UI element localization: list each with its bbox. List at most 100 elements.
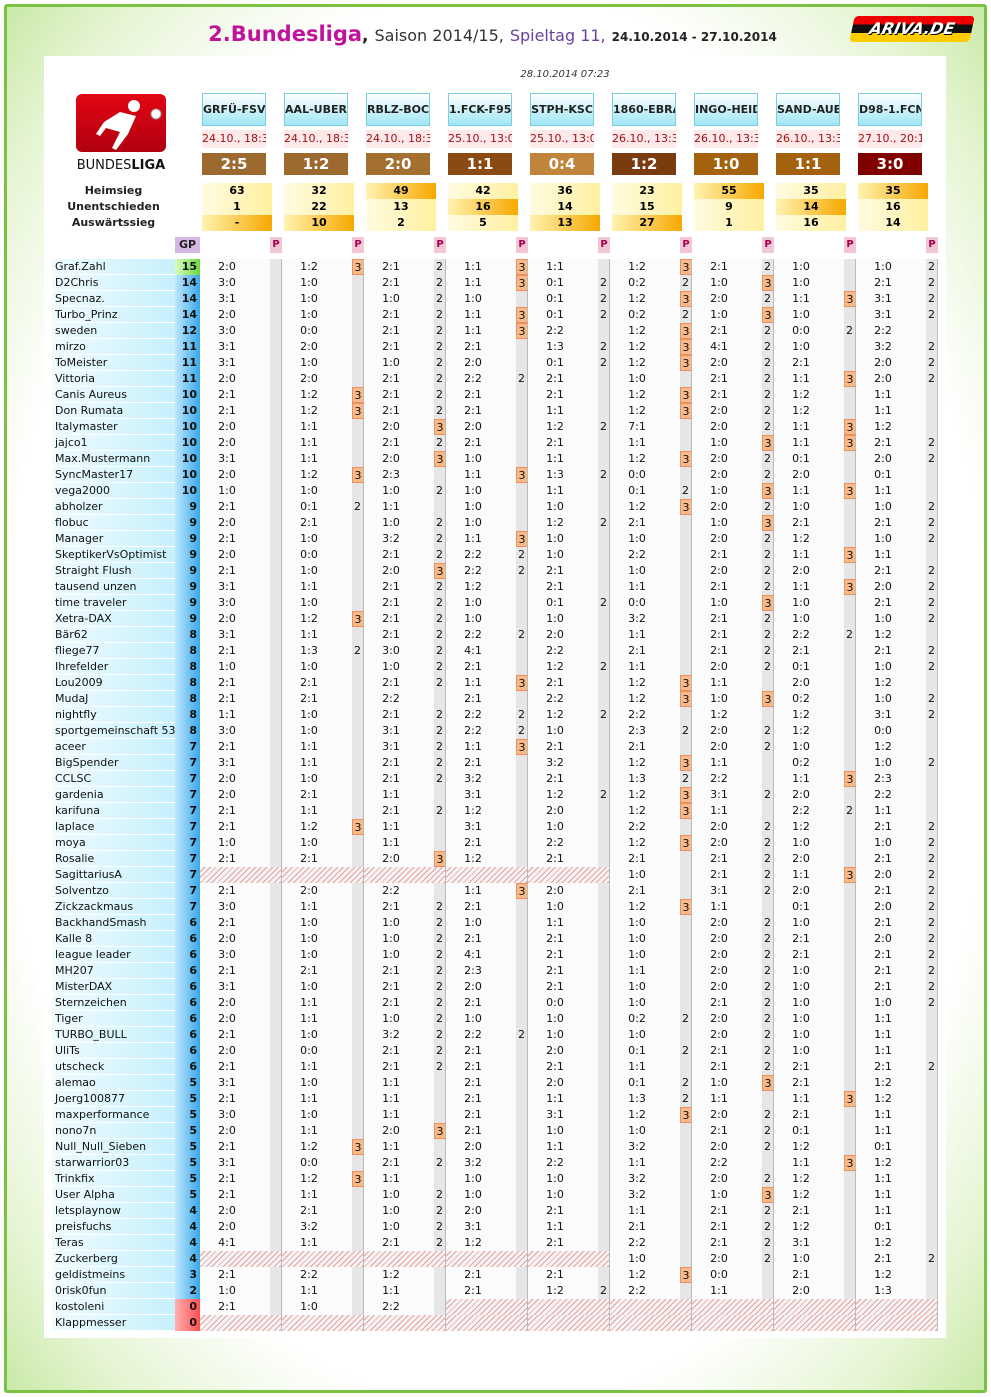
player-gp: 7 — [175, 883, 200, 899]
tip: 1:1 — [610, 1203, 680, 1219]
tip: 2:0 — [856, 579, 926, 595]
tip: 0:0 — [282, 323, 352, 339]
tip: 1:0 — [610, 931, 680, 947]
player-name: flobuc — [52, 515, 175, 531]
tip-points — [680, 979, 692, 995]
tip-points — [926, 787, 938, 803]
tip: 1:1 — [856, 1171, 926, 1187]
player-gp: 7 — [175, 867, 200, 883]
tip-points — [270, 723, 282, 739]
tip-points — [516, 1075, 528, 1091]
tip-points: 3 — [352, 1139, 364, 1155]
tip-points: 3 — [352, 467, 364, 483]
tip: 2:0 — [692, 355, 762, 371]
tip: 1:1 — [446, 883, 516, 899]
player-gp: 8 — [175, 643, 200, 659]
player-gp: 14 — [175, 307, 200, 323]
tip-points: 2 — [762, 291, 774, 307]
tip-points — [598, 563, 610, 579]
tip-points — [516, 915, 528, 931]
tip: 1:0 — [610, 531, 680, 547]
tip-points — [270, 931, 282, 947]
tip: 1:0 — [364, 947, 434, 963]
tip-points: 2 — [434, 963, 446, 979]
tip: 1:1 — [774, 419, 844, 435]
stat-label: Auswärtssieg — [71, 216, 156, 229]
tip-points: 3 — [516, 883, 528, 899]
tip-points — [680, 1283, 692, 1299]
tip: 1:1 — [282, 739, 352, 755]
no-tip — [282, 1251, 364, 1267]
player-name: vega2000 — [52, 483, 175, 499]
tip: 1:0 — [528, 1187, 598, 1203]
tip-points: 2 — [434, 979, 446, 995]
tip-points — [270, 1187, 282, 1203]
tip-points: 3 — [516, 275, 528, 291]
tip-points: 3 — [680, 803, 692, 819]
tip: 2:0 — [528, 627, 598, 643]
tip-points: 2 — [926, 611, 938, 627]
tip: 1:0 — [774, 1027, 844, 1043]
tip: 2:0 — [364, 563, 434, 579]
outcome-stat: 16 — [858, 199, 928, 215]
tip-points: 2 — [434, 1219, 446, 1235]
tip-points — [926, 723, 938, 739]
tip-points — [844, 515, 856, 531]
tip-points — [598, 1107, 610, 1123]
tip: 0:1 — [774, 899, 844, 915]
tip-points — [270, 1139, 282, 1155]
tip-points: 2 — [844, 627, 856, 643]
tip: 1:1 — [446, 323, 516, 339]
tip-points: 2 — [762, 1123, 774, 1139]
tip-points — [352, 483, 364, 499]
tip-points: 3 — [516, 739, 528, 755]
player-gp: 8 — [175, 691, 200, 707]
tip: 1:0 — [610, 915, 680, 931]
tip: 2:2 — [528, 835, 598, 851]
tip: 3:2 — [446, 1155, 516, 1171]
tip-points — [598, 1187, 610, 1203]
tip: 2:1 — [610, 1219, 680, 1235]
tip-points: 2 — [926, 931, 938, 947]
tip-points — [598, 1139, 610, 1155]
tip-points — [434, 1139, 446, 1155]
player-gp: 10 — [175, 435, 200, 451]
tip-points: 2 — [680, 771, 692, 787]
tip: 3:1 — [446, 1219, 516, 1235]
tip: 0:2 — [610, 1011, 680, 1027]
outcome-stat: 5 — [448, 215, 518, 231]
tip: 0:1 — [856, 467, 926, 483]
tip-points: 2 — [516, 1027, 528, 1043]
tip: 2:0 — [856, 931, 926, 947]
tip: 1:2 — [774, 1187, 844, 1203]
tip-points: 2 — [762, 867, 774, 883]
tip: 1:0 — [692, 275, 762, 291]
outcome-stat: 49 — [366, 183, 436, 199]
tip: 2:0 — [692, 963, 762, 979]
tip: 2:0 — [774, 563, 844, 579]
tip: 1:0 — [774, 963, 844, 979]
tip-points — [270, 819, 282, 835]
points-header: P — [516, 237, 528, 253]
tip: 2:0 — [692, 739, 762, 755]
player-gp: 7 — [175, 771, 200, 787]
tip: 1:2 — [282, 1171, 352, 1187]
tip-points — [352, 307, 364, 323]
tip: 1:0 — [200, 483, 270, 499]
tip: 1:1 — [692, 675, 762, 691]
tip-points: 2 — [434, 323, 446, 339]
tip: 2:0 — [200, 787, 270, 803]
tip-points: 2 — [926, 259, 938, 275]
tip: 1:0 — [446, 595, 516, 611]
tip: 1:1 — [774, 1155, 844, 1171]
tip-points — [352, 291, 364, 307]
tip-points — [270, 851, 282, 867]
tip-points — [270, 595, 282, 611]
tip-points: 2 — [762, 579, 774, 595]
tip-points — [598, 883, 610, 899]
tip-points — [516, 435, 528, 451]
tip: 0:2 — [610, 275, 680, 291]
tip-points — [516, 1219, 528, 1235]
tip-points — [844, 691, 856, 707]
tip-points — [270, 1171, 282, 1187]
